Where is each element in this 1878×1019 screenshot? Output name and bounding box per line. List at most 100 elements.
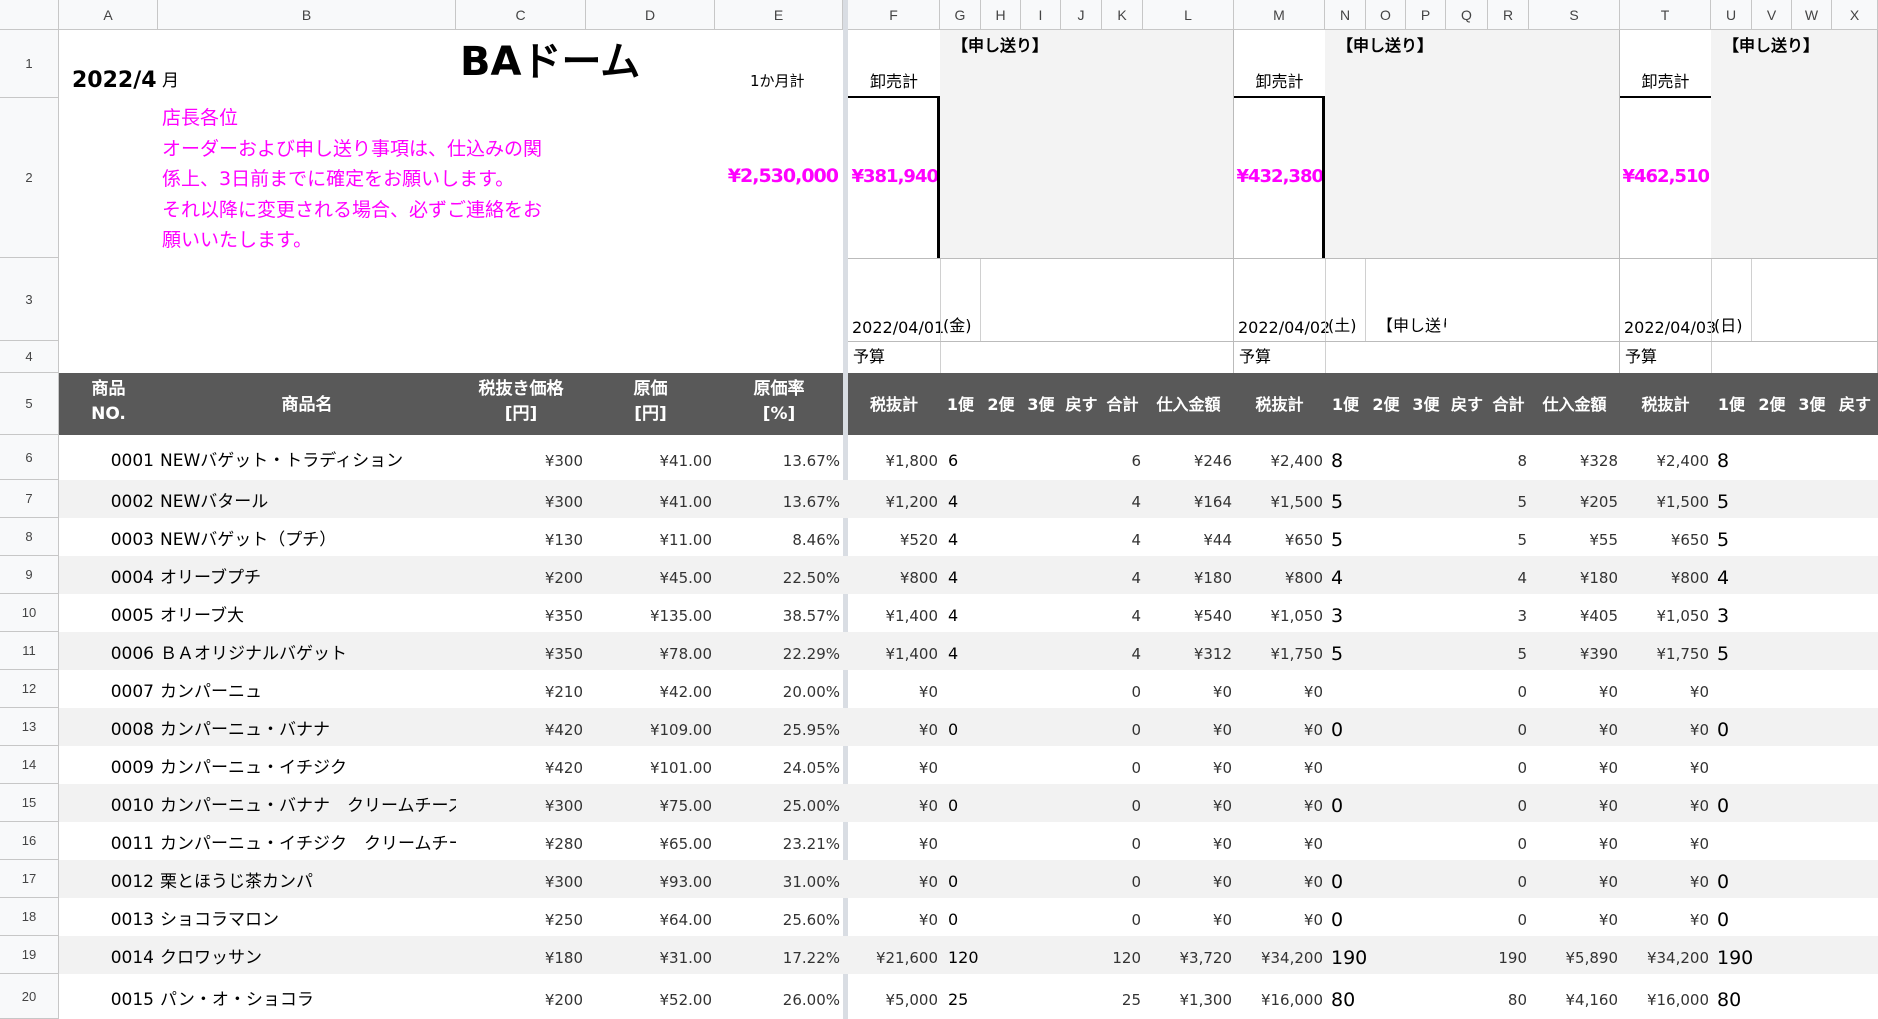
header-day2-purchase-amount[interactable]: 仕入金額 — [1542, 395, 1607, 414]
product-name[interactable]: NEWバゲット・トラディション — [160, 451, 404, 471]
memo-block[interactable] — [940, 30, 1234, 258]
column-header-n[interactable]: N — [1325, 0, 1366, 30]
row-header-14[interactable]: 14 — [0, 746, 59, 784]
day2-purchase-amount[interactable]: ¥0 — [1598, 911, 1618, 929]
day-wholesale-total[interactable]: ¥381,940 — [851, 166, 938, 187]
day1-purchase-amount[interactable]: ¥164 — [1193, 493, 1232, 511]
table-row[interactable]: 0009 カンパーニュ・イチジク ¥420 ¥101.00 24.05% ¥0 0 ¥0 ¥0 0… — [0, 746, 1878, 784]
column-header-a[interactable]: A — [59, 0, 158, 30]
day2-purchase-amount[interactable]: ¥180 — [1579, 569, 1618, 587]
cost-rate[interactable]: 25.00% — [782, 797, 840, 815]
price-ex-tax[interactable]: ¥180 — [544, 949, 583, 967]
cost[interactable]: ¥41.00 — [659, 493, 713, 511]
product-name[interactable]: カンパーニュ・イチジク クリームチーズ — [160, 834, 456, 854]
day3-subtotal-ex-tax[interactable]: ¥650 — [1670, 531, 1709, 549]
header-day1-total[interactable]: 合計 — [1106, 395, 1139, 414]
year-month[interactable]: 2022/4 — [72, 68, 157, 93]
product-name[interactable]: カンパーニュ・バナナ クリームチーズ — [160, 796, 456, 816]
column-header-u[interactable]: U — [1711, 0, 1752, 30]
day3-delivery-1[interactable]: 4 — [1717, 567, 1730, 589]
product-no[interactable]: 0008 — [110, 720, 154, 740]
column-header-p[interactable]: P — [1406, 0, 1446, 30]
day1-subtotal-ex-tax[interactable]: ¥1,400 — [885, 645, 939, 663]
day3-subtotal-ex-tax[interactable]: ¥0 — [1689, 721, 1709, 739]
column-header-s[interactable]: S — [1529, 0, 1620, 30]
day-date[interactable]: 2022/04/01 — [852, 318, 945, 337]
day-date[interactable]: 2022/04/02 — [1238, 318, 1331, 337]
day1-purchase-amount[interactable]: ¥3,720 — [1179, 949, 1233, 967]
column-header-e[interactable]: E — [715, 0, 843, 30]
header-day3-delivery-3[interactable]: 3便 — [1798, 395, 1826, 414]
day2-purchase-amount[interactable]: ¥0 — [1598, 873, 1618, 891]
cost-rate[interactable]: 22.29% — [782, 645, 840, 663]
price-ex-tax[interactable]: ¥210 — [544, 683, 583, 701]
cost-rate[interactable]: 8.46% — [792, 531, 840, 549]
row-header-8[interactable]: 8 — [0, 518, 59, 556]
day2-delivery-1[interactable]: 4 — [1331, 567, 1344, 589]
header-day2-total[interactable]: 合計 — [1492, 395, 1525, 414]
day2-total[interactable]: 0 — [1517, 873, 1527, 891]
column-header-o[interactable]: O — [1366, 0, 1406, 30]
day1-total[interactable]: 0 — [1131, 797, 1141, 815]
day2-subtotal-ex-tax[interactable]: ¥16,000 — [1260, 991, 1323, 1009]
price-ex-tax[interactable]: ¥300 — [544, 873, 583, 891]
day1-purchase-amount[interactable]: ¥0 — [1212, 721, 1232, 739]
day-weekday[interactable]: (金) — [943, 316, 972, 335]
cost-rate[interactable]: 17.22% — [782, 949, 840, 967]
cost[interactable]: ¥78.00 — [659, 645, 713, 663]
day1-total[interactable]: 4 — [1131, 607, 1141, 625]
day2-delivery-1[interactable]: 5 — [1331, 491, 1344, 513]
day2-subtotal-ex-tax[interactable]: ¥0 — [1303, 797, 1323, 815]
product-no[interactable]: 0001 — [110, 451, 154, 471]
cost[interactable]: ¥42.00 — [659, 683, 713, 701]
column-header-m[interactable]: M — [1234, 0, 1325, 30]
day3-subtotal-ex-tax[interactable]: ¥0 — [1689, 835, 1709, 853]
price-ex-tax[interactable]: ¥200 — [544, 991, 583, 1009]
header-product-no[interactable]: 商品 NO. — [59, 377, 158, 426]
product-no[interactable]: 0011 — [110, 834, 154, 854]
product-name[interactable]: 栗とほうじ茶カンパ — [160, 872, 313, 892]
day2-total[interactable]: 3 — [1517, 607, 1527, 625]
day3-subtotal-ex-tax[interactable]: ¥0 — [1689, 911, 1709, 929]
table-row[interactable]: 0010 カンパーニュ・バナナ クリームチーズ ¥300 ¥75.00 25.00% ¥0… — [0, 784, 1878, 822]
product-name[interactable]: ショコラマロン — [160, 910, 279, 930]
day1-delivery-1[interactable]: 4 — [948, 606, 959, 625]
header-day3-delivery-2[interactable]: 2便 — [1758, 395, 1786, 414]
product-name[interactable]: NEWバゲット（プチ） — [160, 530, 337, 550]
price-ex-tax[interactable]: ¥250 — [544, 911, 583, 929]
row-header-9[interactable]: 9 — [0, 556, 59, 594]
header-cost-rate[interactable]: 原価率 [%] — [715, 377, 843, 426]
day2-delivery-1[interactable]: 0 — [1331, 795, 1344, 817]
product-name[interactable]: カンパーニュ・イチジク — [160, 758, 347, 778]
header-cost[interactable]: 原価 [円] — [586, 377, 715, 426]
day1-purchase-amount[interactable]: ¥0 — [1212, 797, 1232, 815]
day3-subtotal-ex-tax[interactable]: ¥1,050 — [1656, 607, 1710, 625]
day2-subtotal-ex-tax[interactable]: ¥0 — [1303, 911, 1323, 929]
product-no[interactable]: 0012 — [110, 872, 154, 892]
day1-total[interactable]: 0 — [1131, 721, 1141, 739]
day1-subtotal-ex-tax[interactable]: ¥0 — [918, 873, 938, 891]
monthly-total-label[interactable]: 1か月計 — [750, 72, 805, 90]
header-day2-subtotal-ex-tax[interactable]: 税抜計 — [1255, 395, 1304, 414]
table-row[interactable]: 0007 カンパーニュ ¥210 ¥42.00 20.00% ¥0 0 ¥0 ¥0 0 ¥0 ¥0 — [0, 670, 1878, 708]
table-row[interactable]: 0011 カンパーニュ・イチジク クリームチーズ ¥280 ¥65.00 23.21% ¥… — [0, 822, 1878, 860]
wholesale-label-cell[interactable] — [848, 30, 940, 98]
day1-purchase-amount[interactable]: ¥44 — [1203, 531, 1232, 549]
product-no[interactable]: 0002 — [110, 492, 154, 512]
column-header-l[interactable]: L — [1143, 0, 1234, 30]
day2-purchase-amount[interactable]: ¥390 — [1579, 645, 1618, 663]
price-ex-tax[interactable]: ¥420 — [544, 721, 583, 739]
day3-delivery-1[interactable]: 0 — [1717, 909, 1730, 931]
wholesale-label-cell[interactable] — [1234, 30, 1325, 98]
row-header-7[interactable]: 7 — [0, 480, 59, 518]
product-name[interactable]: パン・オ・ショコラ — [160, 990, 314, 1010]
row-header-13[interactable]: 13 — [0, 708, 59, 746]
day1-subtotal-ex-tax[interactable]: ¥1,800 — [885, 452, 939, 470]
price-ex-tax[interactable]: ¥300 — [544, 452, 583, 470]
day3-subtotal-ex-tax[interactable]: ¥0 — [1689, 797, 1709, 815]
day2-subtotal-ex-tax[interactable]: ¥800 — [1284, 569, 1323, 587]
day2-total[interactable]: 0 — [1517, 721, 1527, 739]
day2-purchase-amount[interactable]: ¥0 — [1598, 835, 1618, 853]
row-header-10[interactable]: 10 — [0, 594, 59, 632]
row-header-4[interactable]: 4 — [0, 341, 59, 373]
